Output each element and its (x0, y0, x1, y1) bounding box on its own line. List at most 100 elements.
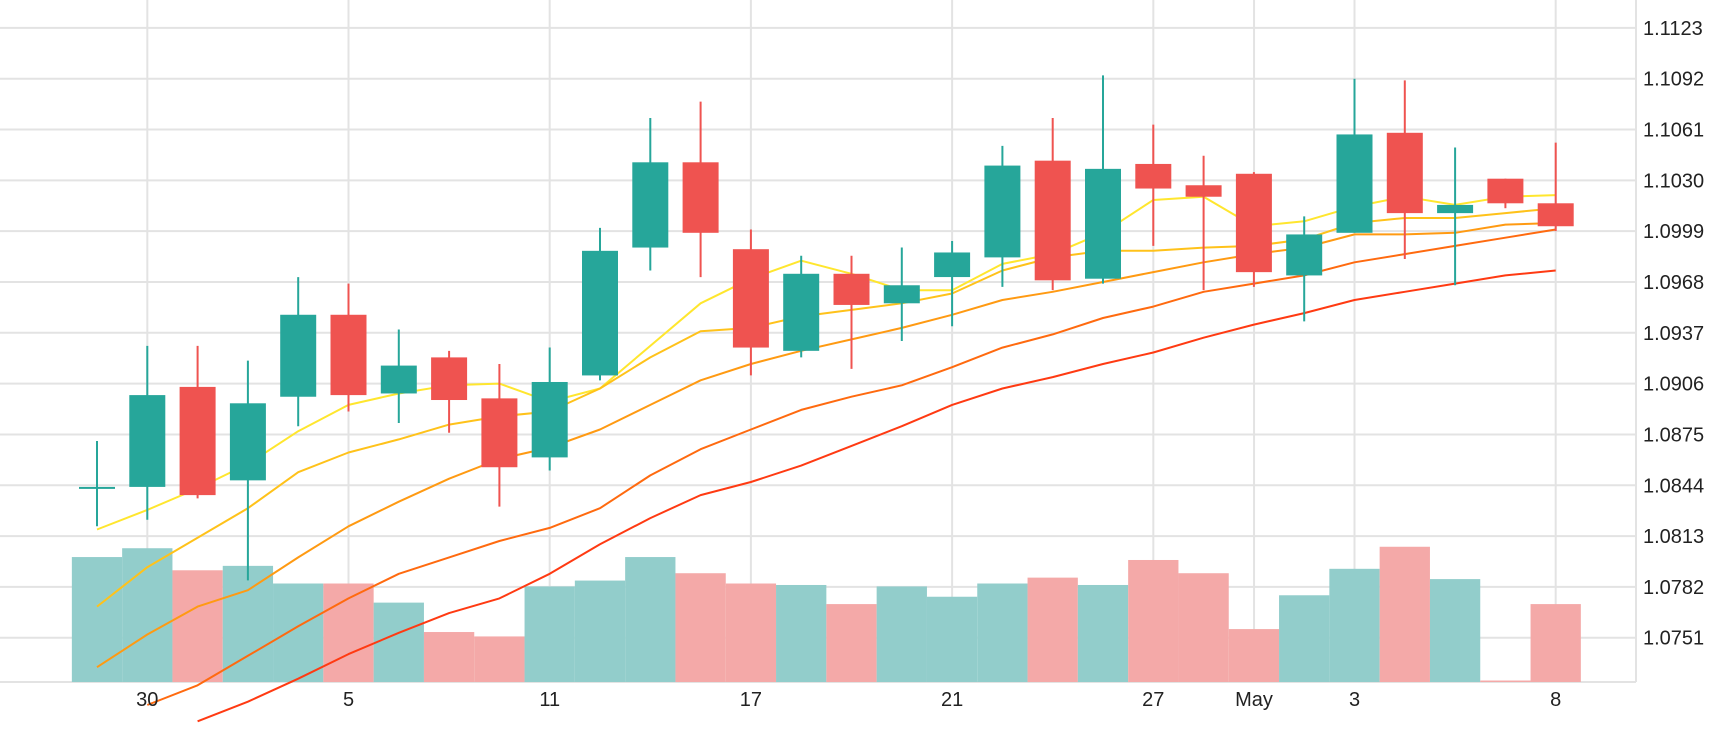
candle (330, 283, 367, 412)
candle (280, 277, 317, 427)
candle-body (330, 314, 367, 396)
candle (179, 345, 216, 499)
candle-body (1085, 168, 1121, 279)
candle (229, 360, 266, 581)
candle-body (481, 398, 518, 468)
volume-bar (222, 565, 274, 682)
candle-body (1537, 203, 1574, 227)
candle-body (632, 162, 669, 248)
volume-bar (926, 596, 978, 682)
candle (1336, 78, 1373, 233)
volume-bar (1027, 577, 1078, 682)
candle (833, 255, 870, 369)
candle-body (129, 395, 166, 487)
volume-bars (71, 546, 1581, 682)
candle-body (431, 357, 468, 401)
candle (129, 345, 166, 520)
candle-body (1336, 134, 1373, 233)
x-tick-label: 17 (740, 689, 762, 711)
volume-bar (1228, 629, 1280, 682)
candle-body (79, 486, 115, 489)
candle (582, 227, 618, 381)
volume-bar (373, 602, 424, 682)
candle (1135, 124, 1172, 246)
volume-bar (1530, 604, 1581, 682)
volume-bar (1178, 573, 1229, 682)
candle (632, 118, 669, 271)
volume-bar (71, 557, 123, 682)
x-axis: 30 5 11 17 21 27 May 3 8 (136, 689, 1561, 711)
candle-body (229, 403, 266, 481)
candle-body (1386, 132, 1423, 214)
candle-body (682, 162, 719, 233)
volume-bar (1128, 559, 1179, 682)
candle (883, 247, 920, 341)
y-tick-label: 1.0999 (1643, 221, 1704, 243)
volume-bar (977, 583, 1028, 682)
y-tick-label: 1.0844 (1643, 475, 1704, 497)
candle (531, 347, 568, 471)
candle-body (1235, 173, 1272, 273)
y-tick-label: 1.0937 (1643, 323, 1704, 345)
candle (732, 229, 769, 376)
candle (984, 145, 1021, 287)
x-tick-label: 27 (1142, 689, 1164, 711)
candle (682, 101, 719, 278)
y-tick-label: 1.0906 (1643, 374, 1704, 396)
x-tick-label: 21 (941, 689, 963, 711)
candle (1437, 147, 1474, 286)
candle (1286, 216, 1323, 322)
candle-body (280, 314, 317, 397)
volume-bar (273, 583, 324, 682)
x-tick-label: 3 (1349, 689, 1360, 711)
x-tick-label: 8 (1550, 689, 1561, 711)
candle-body (531, 381, 568, 458)
volume-bar (1379, 546, 1430, 682)
volume-bar (122, 548, 173, 682)
candle (380, 329, 417, 423)
candle-body (984, 165, 1021, 258)
y-tick-label: 1.1061 (1643, 120, 1704, 142)
y-tick-label: 1.0751 (1643, 628, 1704, 650)
x-tick-label: 5 (343, 689, 354, 711)
candle (1386, 80, 1423, 260)
volume-bar (474, 636, 525, 682)
volume-bar (625, 557, 676, 682)
candle-body (883, 285, 920, 304)
candle (1085, 75, 1121, 284)
x-tick-label: 11 (539, 689, 560, 711)
volume-bar (1329, 568, 1380, 682)
candle-body (732, 249, 769, 348)
moving-average-line (96, 194, 1556, 531)
y-tick-label: 1.1030 (1643, 170, 1704, 192)
candle-body (833, 273, 870, 305)
candle (1537, 142, 1574, 232)
volume-bar (1480, 680, 1531, 682)
volume-bar (876, 586, 927, 682)
x-tick-label: May (1235, 689, 1273, 711)
volume-bar (172, 570, 223, 682)
candle-body (783, 273, 820, 351)
candle (79, 441, 115, 527)
volume-bar (776, 584, 827, 682)
x-tick-label: 30 (136, 689, 158, 711)
candle (1034, 118, 1071, 291)
candle-body (1286, 234, 1323, 276)
candle (934, 240, 971, 327)
candle (783, 255, 820, 358)
y-tick-label: 1.1123 (1643, 18, 1703, 40)
y-tick-label: 1.0968 (1643, 272, 1704, 294)
moving-average-line (197, 269, 1556, 723)
volume-bar (524, 586, 575, 682)
candle (1185, 155, 1222, 291)
volume-bar (1429, 579, 1481, 682)
volume-bar (423, 632, 475, 682)
volume-bar (1279, 595, 1330, 682)
candle-body (1034, 160, 1071, 281)
candle-body (179, 386, 216, 496)
volume-bar (323, 583, 374, 682)
volume-bar (1077, 584, 1129, 682)
candle (1235, 172, 1272, 287)
y-tick-label: 1.0875 (1643, 424, 1704, 446)
